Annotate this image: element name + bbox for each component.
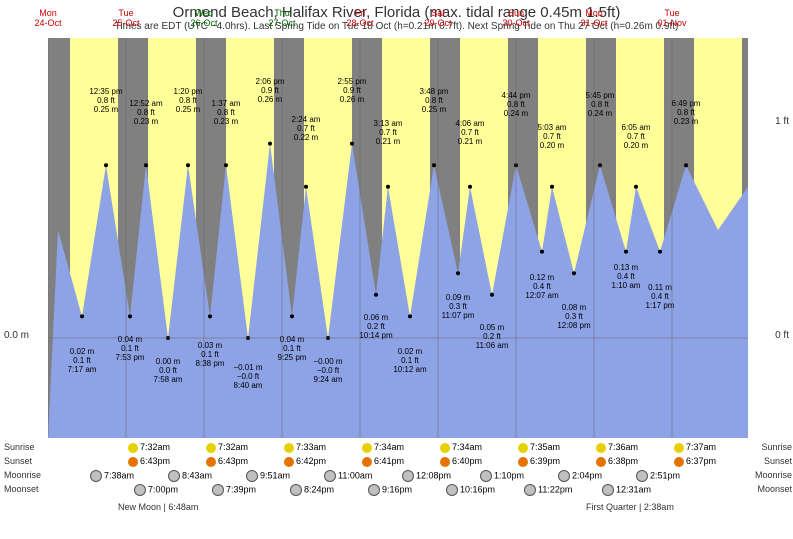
sunrise-cell: 7:37am (674, 442, 716, 453)
moonrise-cell: 7:38am (90, 470, 134, 482)
sunset-cell: 6:39pm (518, 456, 560, 467)
moonset-cell: 7:39pm (212, 484, 256, 496)
sunrise-cell: 7:33am (284, 442, 326, 453)
moonset-cell: 7:00pm (134, 484, 178, 496)
moonset-cell: 11:22pm (524, 484, 572, 496)
day-label: Wed26-Oct (184, 8, 224, 28)
moonset-cell: 10:16pm (446, 484, 495, 496)
moonrise-cell: 1:10pm (480, 470, 524, 482)
sunset-cell: 6:41pm (362, 456, 404, 467)
tide-svg (48, 38, 748, 438)
moonrise-cell: 12:08pm (402, 470, 451, 482)
day-label: Fri28-Oct (340, 8, 380, 28)
label-moonset-l: Moonset (4, 484, 39, 494)
sunset-cell: 6:40pm (440, 456, 482, 467)
moon-phase-label: New Moon | 6:48am (118, 502, 198, 512)
y-left-0: 0.0 m (4, 330, 29, 341)
sunset-cell: 6:43pm (206, 456, 248, 467)
label-moonrise-l: Moonrise (4, 470, 41, 480)
sunrise-cell: 7:34am (362, 442, 404, 453)
day-label: Mon31-Oct (574, 8, 614, 28)
label-sunrise-l: Sunrise (4, 442, 35, 452)
sunset-cell: 6:38pm (596, 456, 638, 467)
moonrise-cell: 8:43am (168, 470, 212, 482)
moonrise-cell: 11:00am (324, 470, 372, 482)
sunset-cell: 6:37pm (674, 456, 716, 467)
y-right-0: 0 ft (775, 330, 789, 341)
sunset-cell: 6:42pm (284, 456, 326, 467)
day-label: Mon24-Oct (28, 8, 68, 28)
sunrise-cell: 7:35am (518, 442, 560, 453)
label-sunset-r: Sunset (764, 456, 792, 466)
day-label: Thu27-Oct (262, 8, 302, 28)
day-label: Sat29-Oct (418, 8, 458, 28)
moonset-cell: 8:24pm (290, 484, 334, 496)
day-label: Tue01-Nov (652, 8, 692, 28)
label-sunset-l: Sunset (4, 456, 32, 466)
moonrise-cell: 2:04pm (558, 470, 602, 482)
label-sunrise-r: Sunrise (761, 442, 792, 452)
day-label: Tue25-Oct (106, 8, 146, 28)
tide-chart: Ormond Beach, Halifax River, Florida (ma… (0, 0, 793, 539)
sunrise-cell: 7:34am (440, 442, 482, 453)
y-right-1: 1 ft (775, 116, 789, 127)
sunrise-cell: 7:32am (128, 442, 170, 453)
sunrise-cell: 7:32am (206, 442, 248, 453)
moonrise-cell: 2:51pm (636, 470, 680, 482)
sunrise-cell: 7:36am (596, 442, 638, 453)
moonrise-cell: 9:51am (246, 470, 290, 482)
day-label: Sun30-Oct (496, 8, 536, 28)
moonset-cell: 9:16pm (368, 484, 412, 496)
moonset-cell: 12:31am (602, 484, 651, 496)
label-moonset-r: Moonset (757, 484, 792, 494)
plot-area (48, 38, 748, 438)
sunset-cell: 6:43pm (128, 456, 170, 467)
moon-phase-label: First Quarter | 2:38am (586, 502, 674, 512)
label-moonrise-r: Moonrise (755, 470, 792, 480)
